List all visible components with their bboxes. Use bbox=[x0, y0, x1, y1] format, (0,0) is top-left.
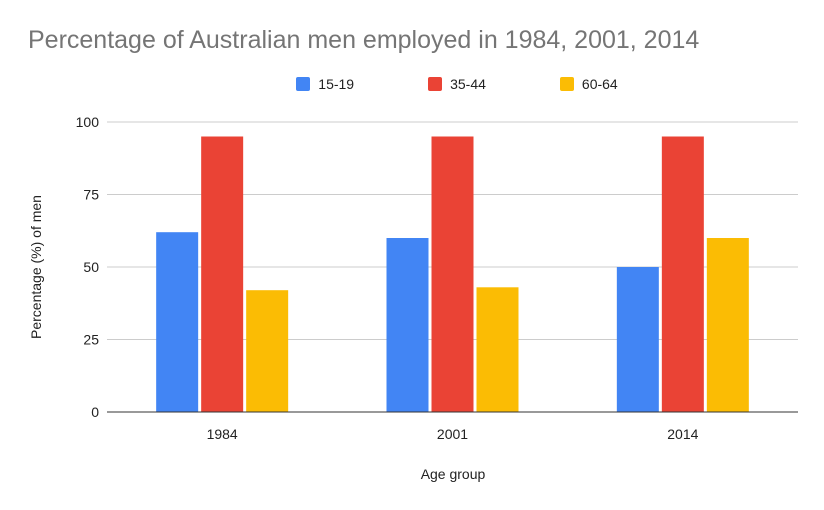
axes: 0 25 50 75 100 1984 2001 2014 bbox=[76, 114, 798, 442]
x-tick-label: 2014 bbox=[667, 426, 698, 442]
y-tick-label: 50 bbox=[83, 259, 99, 275]
legend: 15-19 35-44 60-64 bbox=[0, 76, 824, 92]
bar-60-64-1984[interactable] bbox=[246, 290, 289, 412]
x-axis-title: Age group bbox=[421, 466, 486, 482]
y-tick-label: 100 bbox=[76, 114, 100, 130]
bar-60-64-2014[interactable] bbox=[706, 238, 749, 412]
bars bbox=[156, 136, 749, 413]
bar-35-44-1984[interactable] bbox=[201, 136, 244, 413]
bar-35-44-2001[interactable] bbox=[431, 136, 474, 413]
y-tick-label: 25 bbox=[83, 332, 99, 348]
legend-label-35-44: 35-44 bbox=[450, 76, 486, 92]
y-axis-title: Percentage (%) of men bbox=[28, 195, 44, 339]
legend-swatch-35-44 bbox=[428, 77, 443, 91]
legend-item-60-64[interactable]: 60-64 bbox=[559, 76, 618, 92]
legend-item-35-44[interactable]: 35-44 bbox=[428, 76, 486, 92]
legend-swatch-15-19 bbox=[296, 77, 311, 91]
legend-item-15-19[interactable]: 15-19 bbox=[296, 76, 354, 92]
legend-label-15-19: 15-19 bbox=[318, 76, 355, 92]
y-tick-label: 0 bbox=[91, 404, 99, 420]
bar-35-44-2014[interactable] bbox=[661, 136, 704, 413]
y-tick-label: 75 bbox=[83, 187, 99, 203]
legend-swatch-60-64 bbox=[559, 77, 574, 91]
x-tick-label: 1984 bbox=[207, 426, 238, 442]
bar-15-19-2001[interactable] bbox=[386, 238, 429, 412]
bar-60-64-2001[interactable] bbox=[476, 287, 519, 412]
bar-15-19-1984[interactable] bbox=[156, 232, 199, 412]
chart-title: Percentage of Australian men employed in… bbox=[28, 26, 700, 54]
legend-label-60-64: 60-64 bbox=[581, 76, 618, 92]
bar-15-19-2014[interactable] bbox=[616, 267, 659, 412]
x-tick-label: 2001 bbox=[437, 426, 468, 442]
